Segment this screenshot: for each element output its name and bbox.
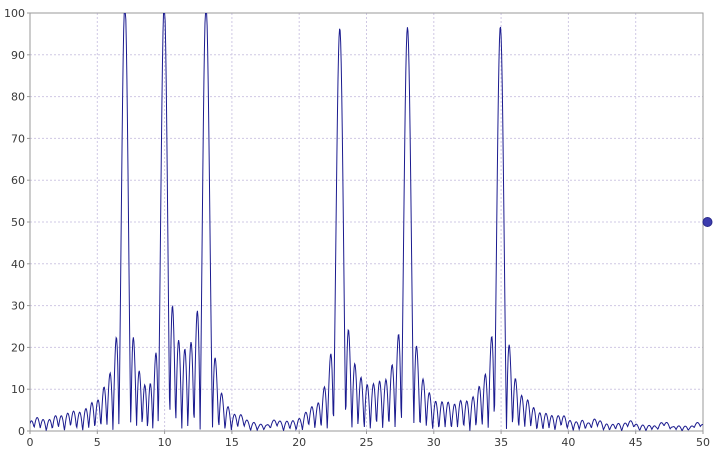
x-tick-label: 20 [292, 436, 306, 449]
y-tick-label: 80 [11, 91, 25, 104]
y-tick-label: 100 [4, 7, 25, 20]
x-tick-label: 25 [360, 436, 374, 449]
x-tick-label: 5 [94, 436, 101, 449]
y-tick-label: 10 [11, 383, 25, 396]
x-tick-label: 15 [225, 436, 239, 449]
y-tick-label: 0 [18, 425, 25, 438]
y-tick-label: 60 [11, 174, 25, 187]
marker-handle-dot[interactable] [702, 217, 713, 227]
spectrum-trace [30, 13, 703, 431]
y-tick-label: 90 [11, 49, 25, 62]
x-tick-label: 40 [561, 436, 575, 449]
x-tick-label: 30 [427, 436, 441, 449]
x-tick-label: 45 [629, 436, 643, 449]
x-tick-label: 50 [696, 436, 710, 449]
y-tick-label: 30 [11, 300, 25, 313]
y-tick-label: 40 [11, 258, 25, 271]
y-tick-label: 70 [11, 132, 25, 145]
x-tick-label: 35 [494, 436, 508, 449]
y-tick-label: 50 [11, 216, 25, 229]
y-tick-label: 20 [11, 341, 25, 354]
x-tick-label: 10 [158, 436, 172, 449]
x-tick-label: 0 [27, 436, 34, 449]
